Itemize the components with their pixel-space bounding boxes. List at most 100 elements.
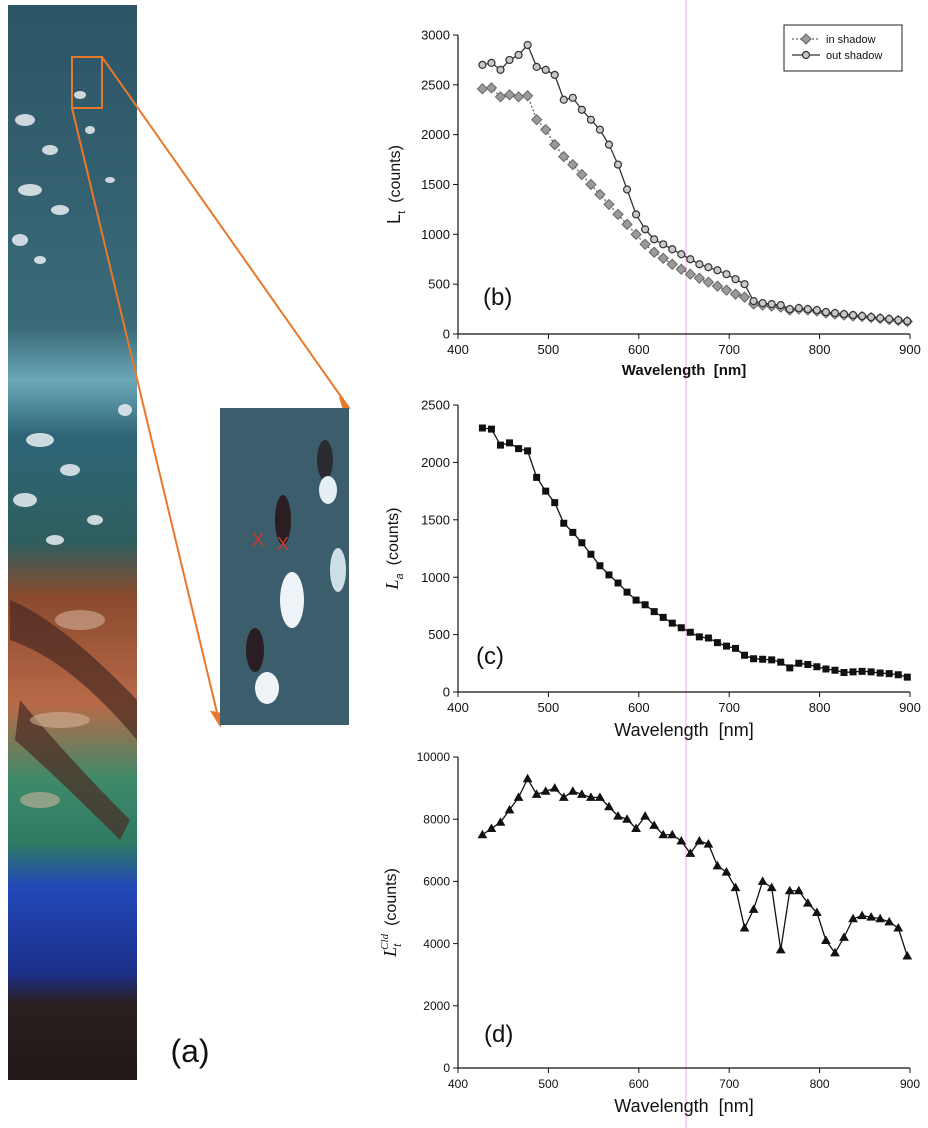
marker	[867, 668, 875, 676]
y-title-unit: (counts)	[385, 508, 402, 566]
marker	[659, 613, 667, 621]
marker	[668, 619, 676, 627]
marker	[695, 633, 703, 641]
marker	[766, 882, 777, 892]
marker	[549, 138, 561, 151]
marker	[595, 125, 605, 134]
y-title-unit: (counts)	[387, 145, 404, 203]
marker	[686, 628, 694, 636]
marker	[694, 835, 705, 845]
marker	[657, 252, 669, 264]
marker	[822, 665, 830, 673]
marker	[902, 951, 913, 960]
panel-label: (c)	[476, 643, 504, 670]
marker	[650, 235, 659, 244]
marker	[567, 158, 579, 171]
marker	[849, 668, 857, 676]
marker	[839, 309, 849, 319]
marker	[866, 912, 876, 921]
marker	[614, 579, 622, 587]
marker	[858, 667, 866, 675]
marker	[496, 65, 505, 74]
marker	[478, 60, 487, 70]
marker	[560, 519, 568, 527]
marker	[748, 904, 759, 913]
x-tick-label: 900	[899, 342, 921, 357]
series-line	[482, 43, 908, 322]
marker	[667, 829, 678, 839]
marker	[604, 140, 614, 149]
marker	[876, 669, 884, 677]
marker	[729, 288, 742, 300]
marker	[677, 624, 685, 632]
marker	[622, 185, 632, 194]
marker	[522, 773, 533, 783]
marker	[586, 115, 595, 124]
marker	[722, 642, 730, 650]
marker	[793, 885, 804, 895]
marker	[512, 91, 525, 103]
marker	[666, 258, 678, 270]
marker	[632, 596, 640, 604]
marker	[495, 817, 506, 826]
y-tick-label: 2500	[421, 77, 450, 92]
marker	[839, 932, 849, 941]
chart: 0 500 1000 1500 2000 2500 400 500 600 700 800 900 Wa…	[382, 398, 921, 740]
marker	[531, 789, 542, 798]
marker	[831, 666, 839, 674]
marker	[621, 218, 633, 231]
marker	[802, 898, 813, 907]
marker	[777, 658, 785, 666]
marker	[711, 280, 724, 292]
marker	[730, 882, 741, 892]
x-tick-label: 700	[719, 1077, 739, 1091]
marker	[702, 276, 715, 288]
inset-image	[220, 408, 349, 725]
marker	[514, 50, 523, 60]
marker	[830, 947, 840, 957]
marker	[477, 829, 488, 839]
marker	[800, 33, 812, 45]
y-tick-label: 2500	[421, 398, 450, 413]
legend-label: out shadow	[826, 50, 882, 62]
marker	[903, 673, 911, 681]
x-tick-label: 600	[628, 700, 650, 715]
y-tick-label: 1500	[421, 177, 450, 192]
marker	[713, 639, 721, 647]
y-tick-label: 6000	[423, 875, 450, 889]
marker	[775, 944, 786, 954]
marker	[903, 316, 912, 326]
marker	[641, 225, 650, 234]
x-tick-label: 800	[809, 700, 831, 715]
marker	[848, 310, 858, 320]
panel-label: (d)	[484, 1021, 513, 1048]
inset-mark: X	[252, 530, 264, 550]
marker	[720, 284, 733, 296]
marker	[541, 65, 550, 74]
marker	[496, 441, 504, 449]
marker	[631, 210, 641, 219]
marker	[830, 308, 840, 318]
marker	[867, 312, 876, 322]
marker	[722, 270, 731, 279]
marker	[794, 303, 803, 313]
marker	[885, 670, 893, 678]
marker	[893, 923, 904, 932]
marker	[576, 789, 587, 798]
y-tick-label: 500	[428, 627, 450, 642]
x-tick-label: 900	[899, 700, 921, 715]
x-tick-label: 500	[538, 700, 560, 715]
marker	[704, 634, 712, 642]
y-tick-label: 2000	[421, 455, 450, 470]
marker	[685, 848, 696, 857]
y-tick-label: 1000	[421, 570, 450, 585]
marker	[659, 240, 668, 249]
marker	[639, 238, 651, 251]
marker	[804, 660, 812, 668]
marker	[857, 910, 867, 920]
marker	[530, 114, 543, 126]
marker	[594, 188, 606, 201]
marker	[884, 916, 895, 926]
y-title-sub: t	[396, 211, 408, 214]
